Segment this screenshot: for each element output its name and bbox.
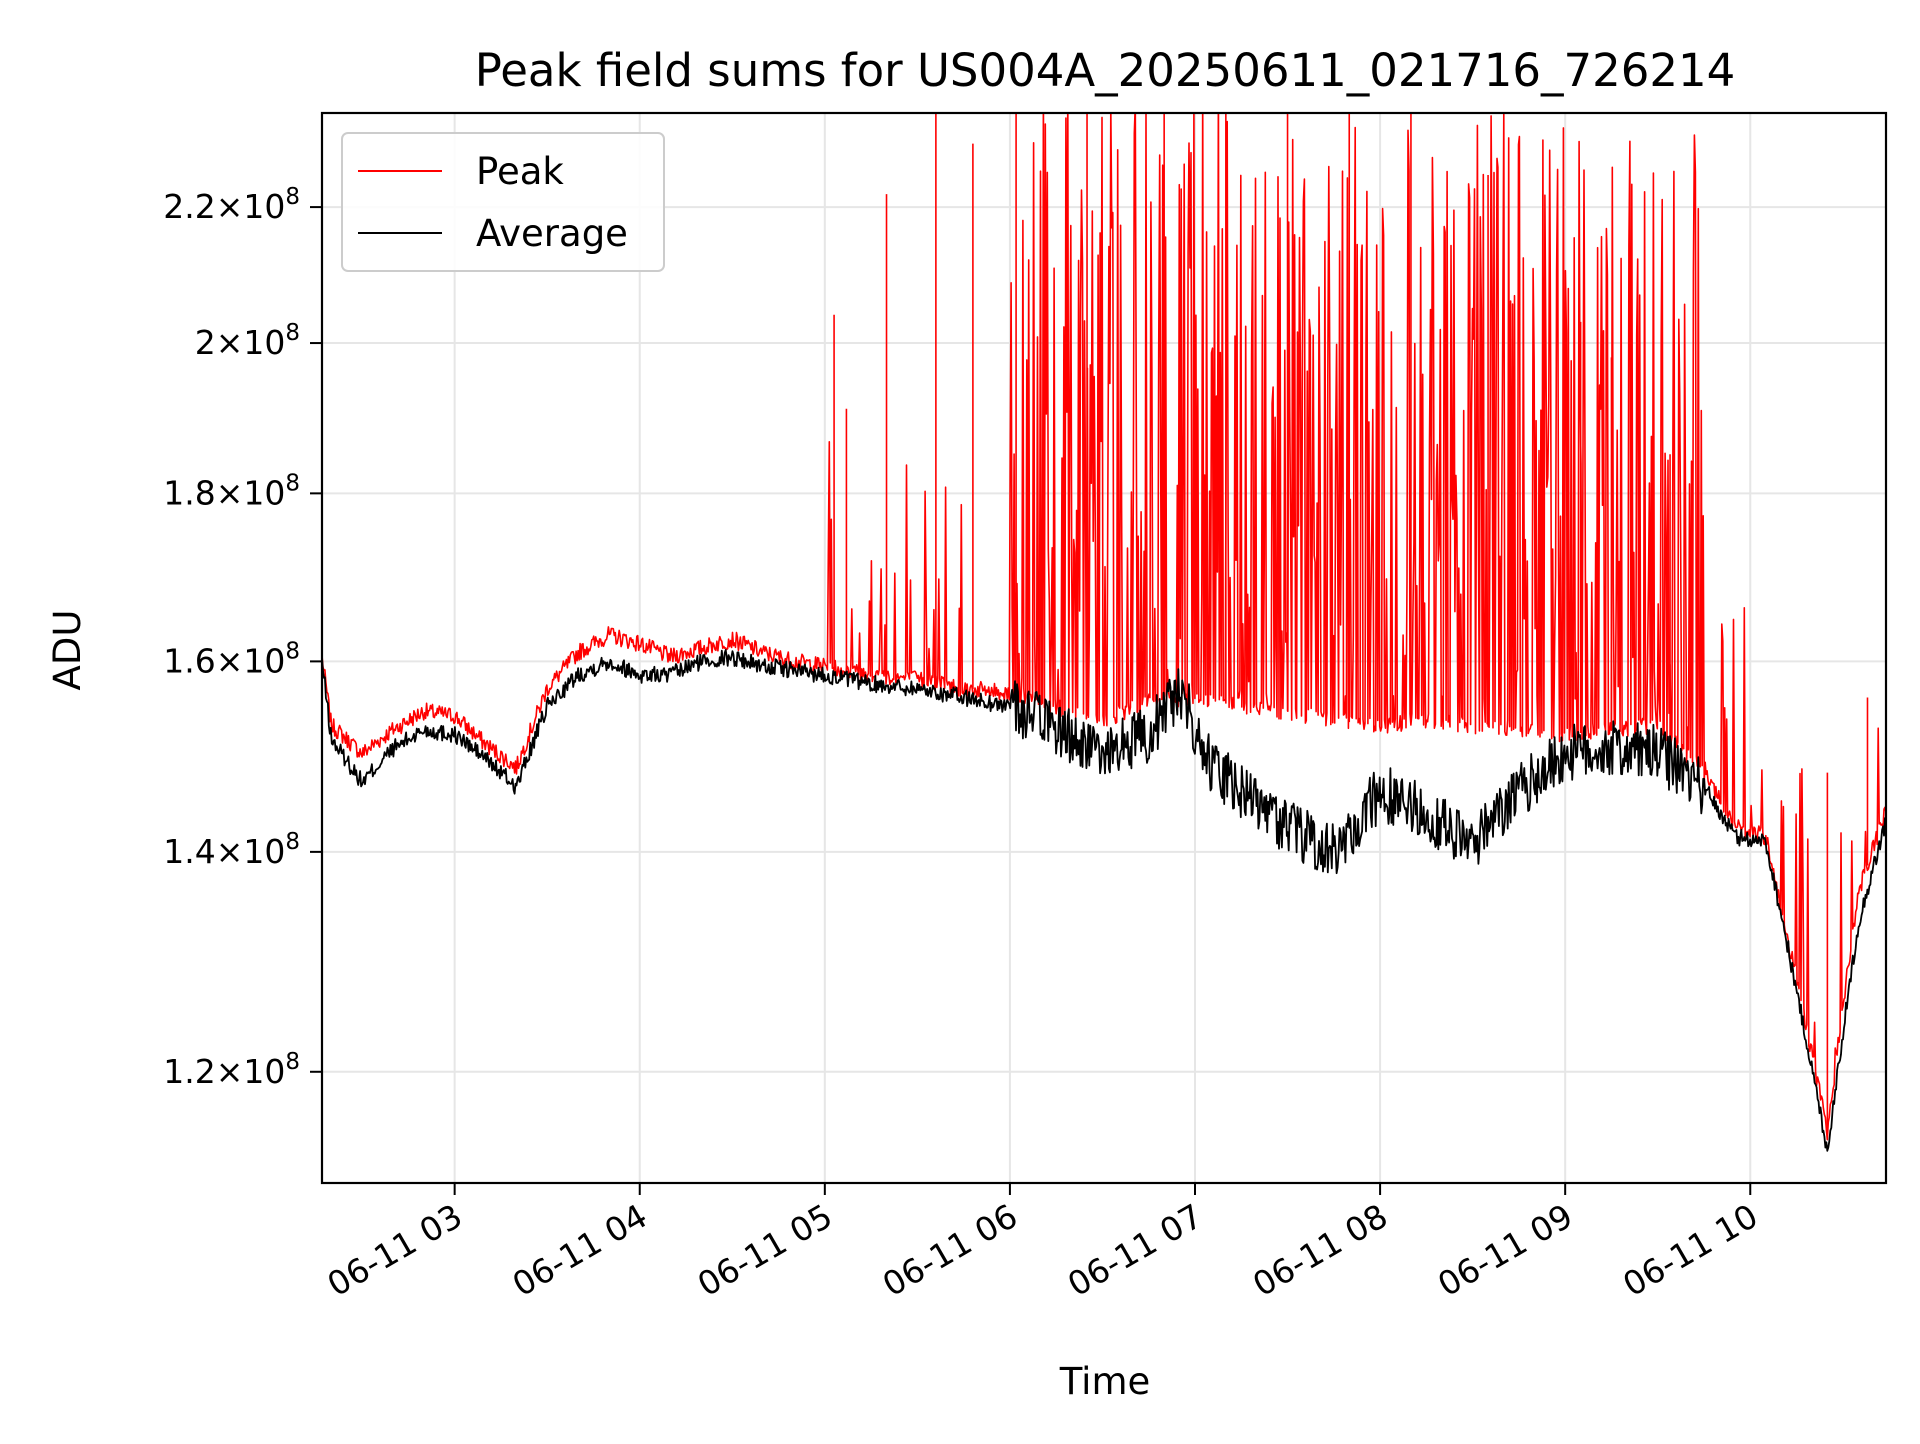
chart-title: Peak field sums for US004A_20250611_0217…	[475, 44, 1736, 97]
legend-label-peak: Peak	[476, 150, 564, 193]
y-tick-exponent-3: 8	[285, 470, 300, 496]
y-tick-label-5: 2.2×108	[163, 184, 300, 226]
legend: Peak Average	[341, 132, 665, 272]
y-tick-times-0: ×10	[216, 1052, 286, 1091]
y-tick-times-1: ×10	[216, 832, 286, 871]
y-tick-mantissa-4: 2	[195, 323, 216, 362]
y-tick-label-3: 1.8×108	[163, 470, 300, 512]
y-tick-mantissa-0: 1.2	[163, 1052, 215, 1091]
y-axis-label: ADU	[46, 610, 89, 691]
y-tick-label-1: 1.4×108	[163, 829, 300, 871]
y-tick-exponent-4: 8	[285, 320, 300, 346]
y-tick-label-2: 1.6×108	[163, 638, 300, 680]
legend-box	[341, 132, 665, 272]
y-tick-mantissa-3: 1.8	[163, 473, 215, 512]
y-tick-exponent-0: 8	[285, 1049, 300, 1075]
y-tick-mantissa-5: 2.2	[163, 187, 215, 226]
y-tick-exponent-2: 8	[285, 638, 300, 664]
legend-label-average: Average	[476, 212, 628, 255]
series-layer	[322, 113, 1886, 1152]
y-tick-times-3: ×10	[216, 473, 286, 512]
y-tick-times-2: ×10	[216, 641, 286, 680]
series-line-peak	[322, 113, 1886, 1141]
plot-frame	[320, 111, 1888, 1185]
y-tick-label-4: 2×108	[195, 320, 300, 362]
y-tick-exponent-1: 8	[285, 829, 300, 855]
x-axis-label: Time	[1059, 1360, 1151, 1403]
y-tick-mantissa-2: 1.6	[163, 641, 215, 680]
y-tick-exponent-5: 8	[285, 184, 300, 210]
y-tick-label-0: 1.2×108	[163, 1049, 300, 1091]
y-tick-mantissa-1: 1.4	[163, 832, 215, 871]
y-tick-times-5: ×10	[216, 187, 286, 226]
series-line-average	[322, 649, 1886, 1152]
plot-area	[320, 111, 1888, 1185]
y-tick-times-4: ×10	[216, 323, 286, 362]
